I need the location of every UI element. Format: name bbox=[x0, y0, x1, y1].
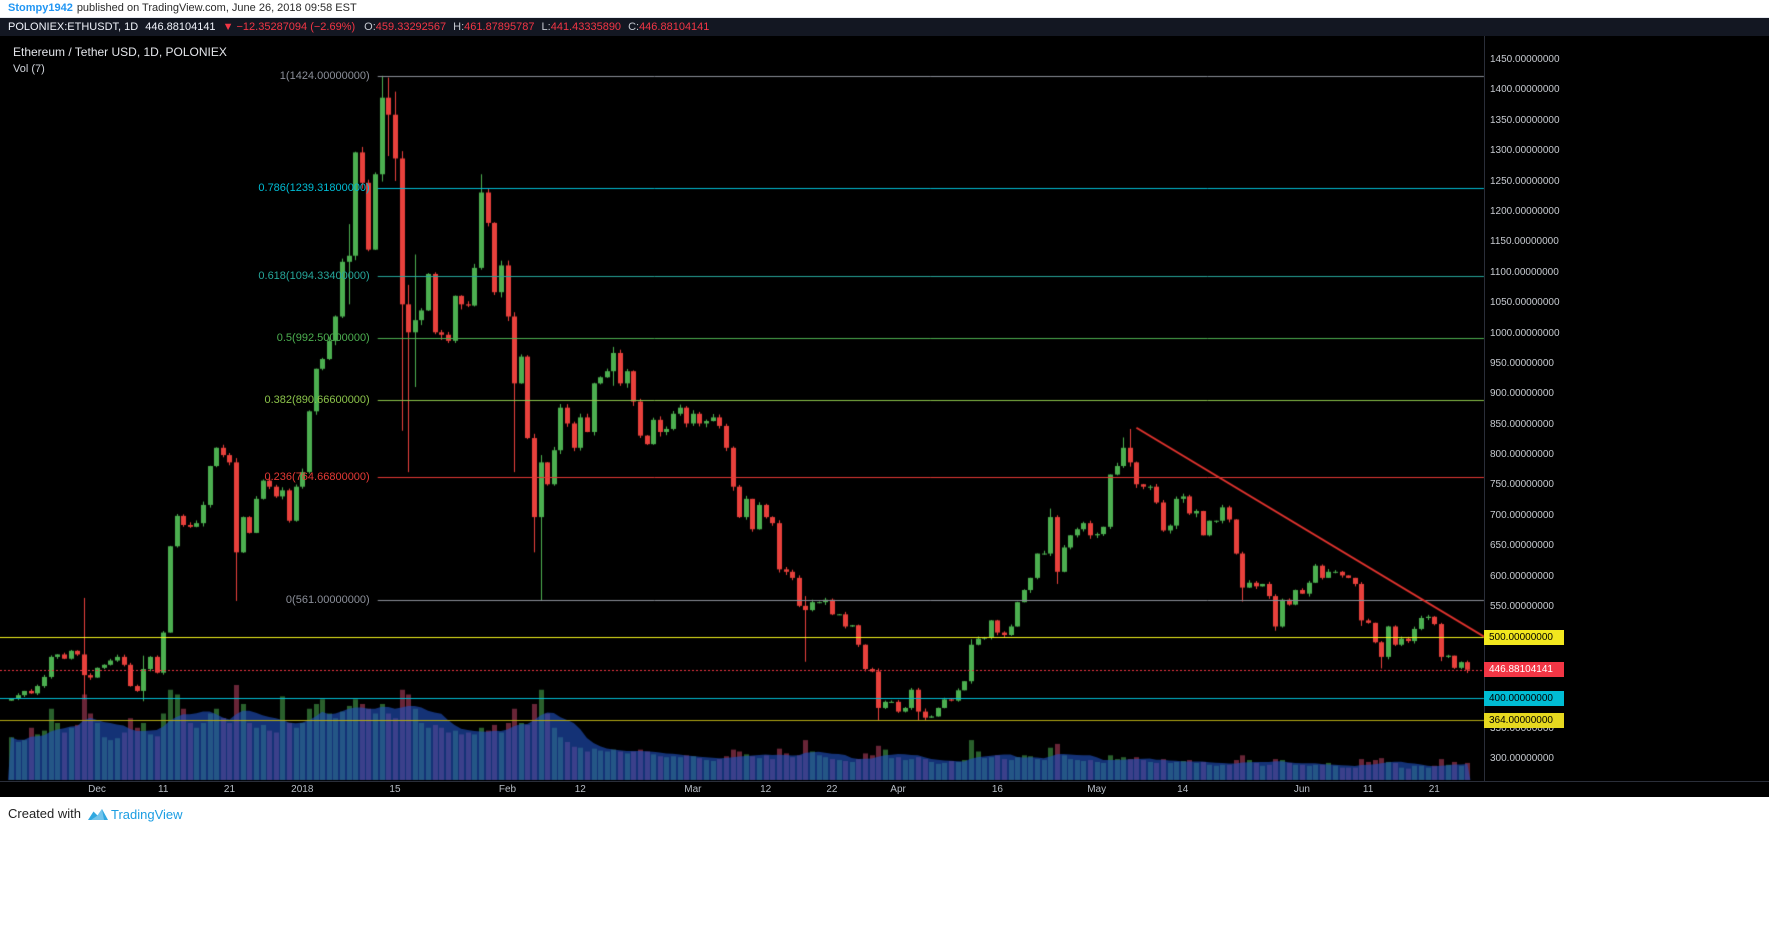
time-axis-label: 11 bbox=[158, 784, 169, 795]
price-tick-label: 950.00000000 bbox=[1490, 357, 1554, 369]
price-tick-label: 1200.00000000 bbox=[1490, 205, 1560, 217]
price-tick-label: 800.00000000 bbox=[1490, 449, 1554, 461]
price-tick-label: 1300.00000000 bbox=[1490, 145, 1560, 157]
chart-legend-title: Ethereum / Tether USD, 1D, POLONIEX bbox=[13, 45, 227, 59]
time-axis-label: Dec bbox=[88, 784, 106, 795]
fib-level-label: 0.236(764.66800000) bbox=[264, 470, 370, 483]
price-tick-label: 1450.00000000 bbox=[1490, 54, 1560, 65]
time-axis-label: 2018 bbox=[291, 784, 314, 795]
created-with-text: Created with bbox=[8, 806, 81, 821]
time-axis-label: 21 bbox=[223, 784, 236, 795]
price-tick-label: 550.00000000 bbox=[1490, 601, 1554, 613]
price-chart-canvas[interactable] bbox=[0, 36, 1769, 797]
price-tick-label: 900.00000000 bbox=[1490, 388, 1554, 400]
header-bar: Stompy1942 published on TradingView.com, … bbox=[0, 0, 1769, 18]
time-axis-label: Mar bbox=[684, 784, 702, 795]
time-axis-label: 12 bbox=[574, 784, 586, 795]
time-axis-label: 11 bbox=[1362, 784, 1374, 795]
tradingview-brand-text: TradingView bbox=[110, 807, 183, 823]
price-tick-label: 1000.00000000 bbox=[1490, 327, 1560, 339]
time-axis[interactable]: Dec 11 21 2018 15 Feb 12 Mar 12 22 Apr 16 May 14 Jun 11… bbox=[0, 781, 1769, 797]
volume-indicator-label: Vol (7) bbox=[13, 63, 45, 75]
low-value: 441.43335890 bbox=[550, 21, 622, 33]
price-tick-label: 650.00000000 bbox=[1490, 540, 1554, 552]
high-label: H: bbox=[453, 21, 465, 33]
open-label: O: bbox=[364, 21, 376, 33]
price-tick-label: 850.00000000 bbox=[1490, 418, 1554, 430]
fib-level-label: 1(1424.00000000) bbox=[279, 69, 370, 82]
price-level-tag: 364.00000000 bbox=[1484, 712, 1564, 728]
time-axis-label: 14 bbox=[1177, 784, 1189, 795]
author-link[interactable]: Stompy1942 bbox=[8, 2, 73, 14]
price-tick-label: 350.00000000 bbox=[1490, 722, 1554, 734]
time-axis-label: 21 bbox=[1428, 784, 1440, 795]
price-tick-label: 1350.00000000 bbox=[1490, 114, 1560, 126]
price-tick-label: 1100.00000000 bbox=[1490, 266, 1559, 278]
close-label: C: bbox=[628, 21, 640, 33]
chart-region: Ethereum / Tether USD, 1D, POLONIEX Vol … bbox=[0, 36, 1769, 797]
price-level-tag: 500.00000000 bbox=[1484, 629, 1564, 645]
fib-level-label: 0.382(890.66600000) bbox=[264, 393, 370, 406]
chart-legend: Ethereum / Tether USD, 1D, POLONIEX Vol … bbox=[13, 45, 227, 75]
time-axis-label: 15 bbox=[389, 784, 401, 795]
footer-bar: Created with TradingView bbox=[0, 797, 1769, 935]
ticker-bar: POLONIEX:ETHUSDT, 1D 446.88104141 ▼ −12.35… bbox=[0, 18, 1769, 36]
time-axis-label: Apr bbox=[890, 784, 906, 795]
fib-level-label: 0(561.00000000) bbox=[285, 594, 370, 607]
price-tick-label: 750.00000000 bbox=[1490, 479, 1554, 491]
time-axis-label: May bbox=[1087, 784, 1107, 795]
fib-level-label: 0.786(1239.31800000) bbox=[258, 182, 370, 195]
time-axis-label: Jun bbox=[1293, 784, 1310, 795]
price-level-tag: 400.00000000 bbox=[1484, 690, 1564, 706]
ticker-change: ▼ −12.35287094 (−2.69%) bbox=[222, 21, 356, 33]
price-tick-label: 1150.00000000 bbox=[1490, 236, 1559, 248]
fib-level-label: 0.618(1094.33400000) bbox=[258, 270, 370, 283]
time-axis-label: 22 bbox=[826, 784, 838, 795]
tradingview-link[interactable]: TradingView bbox=[81, 806, 183, 823]
tradingview-logo-icon bbox=[87, 808, 108, 820]
price-tick-label: 300.00000000 bbox=[1490, 753, 1554, 764]
price-tick-label: 1400.00000000 bbox=[1490, 84, 1560, 96]
last-price-tag: 446.88104141 bbox=[1484, 662, 1564, 678]
ticker-last-price: 446.88104141 bbox=[145, 21, 216, 33]
time-axis-label: Feb bbox=[498, 784, 517, 795]
price-tick-label: 700.00000000 bbox=[1490, 509, 1554, 521]
low-label: L: bbox=[541, 21, 551, 33]
price-axis-border bbox=[1484, 36, 1485, 797]
price-tick-label: 1250.00000000 bbox=[1490, 175, 1560, 187]
ticker-symbol: POLONIEX:ETHUSDT, 1D bbox=[8, 21, 139, 33]
fib-level-label: 0.5(992.50000000) bbox=[276, 332, 370, 345]
close-value: 446.88104141 bbox=[639, 21, 710, 33]
open-value: 459.33292567 bbox=[375, 21, 447, 33]
published-text: published on TradingView.com, June 26, 2… bbox=[76, 2, 357, 14]
time-axis-label: 16 bbox=[991, 784, 1003, 795]
price-tick-label: 1050.00000000 bbox=[1490, 297, 1560, 309]
price-tick-label: 600.00000000 bbox=[1490, 570, 1554, 582]
time-axis-label: 12 bbox=[760, 784, 772, 795]
price-axis[interactable]: 1450.00000000 1400.00000000 1350.00000000 1… bbox=[0, 36, 1769, 797]
high-value: 461.87895787 bbox=[464, 21, 535, 33]
